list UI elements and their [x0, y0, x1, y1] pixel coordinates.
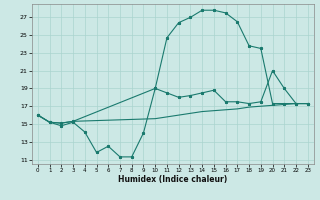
X-axis label: Humidex (Indice chaleur): Humidex (Indice chaleur)	[118, 175, 228, 184]
